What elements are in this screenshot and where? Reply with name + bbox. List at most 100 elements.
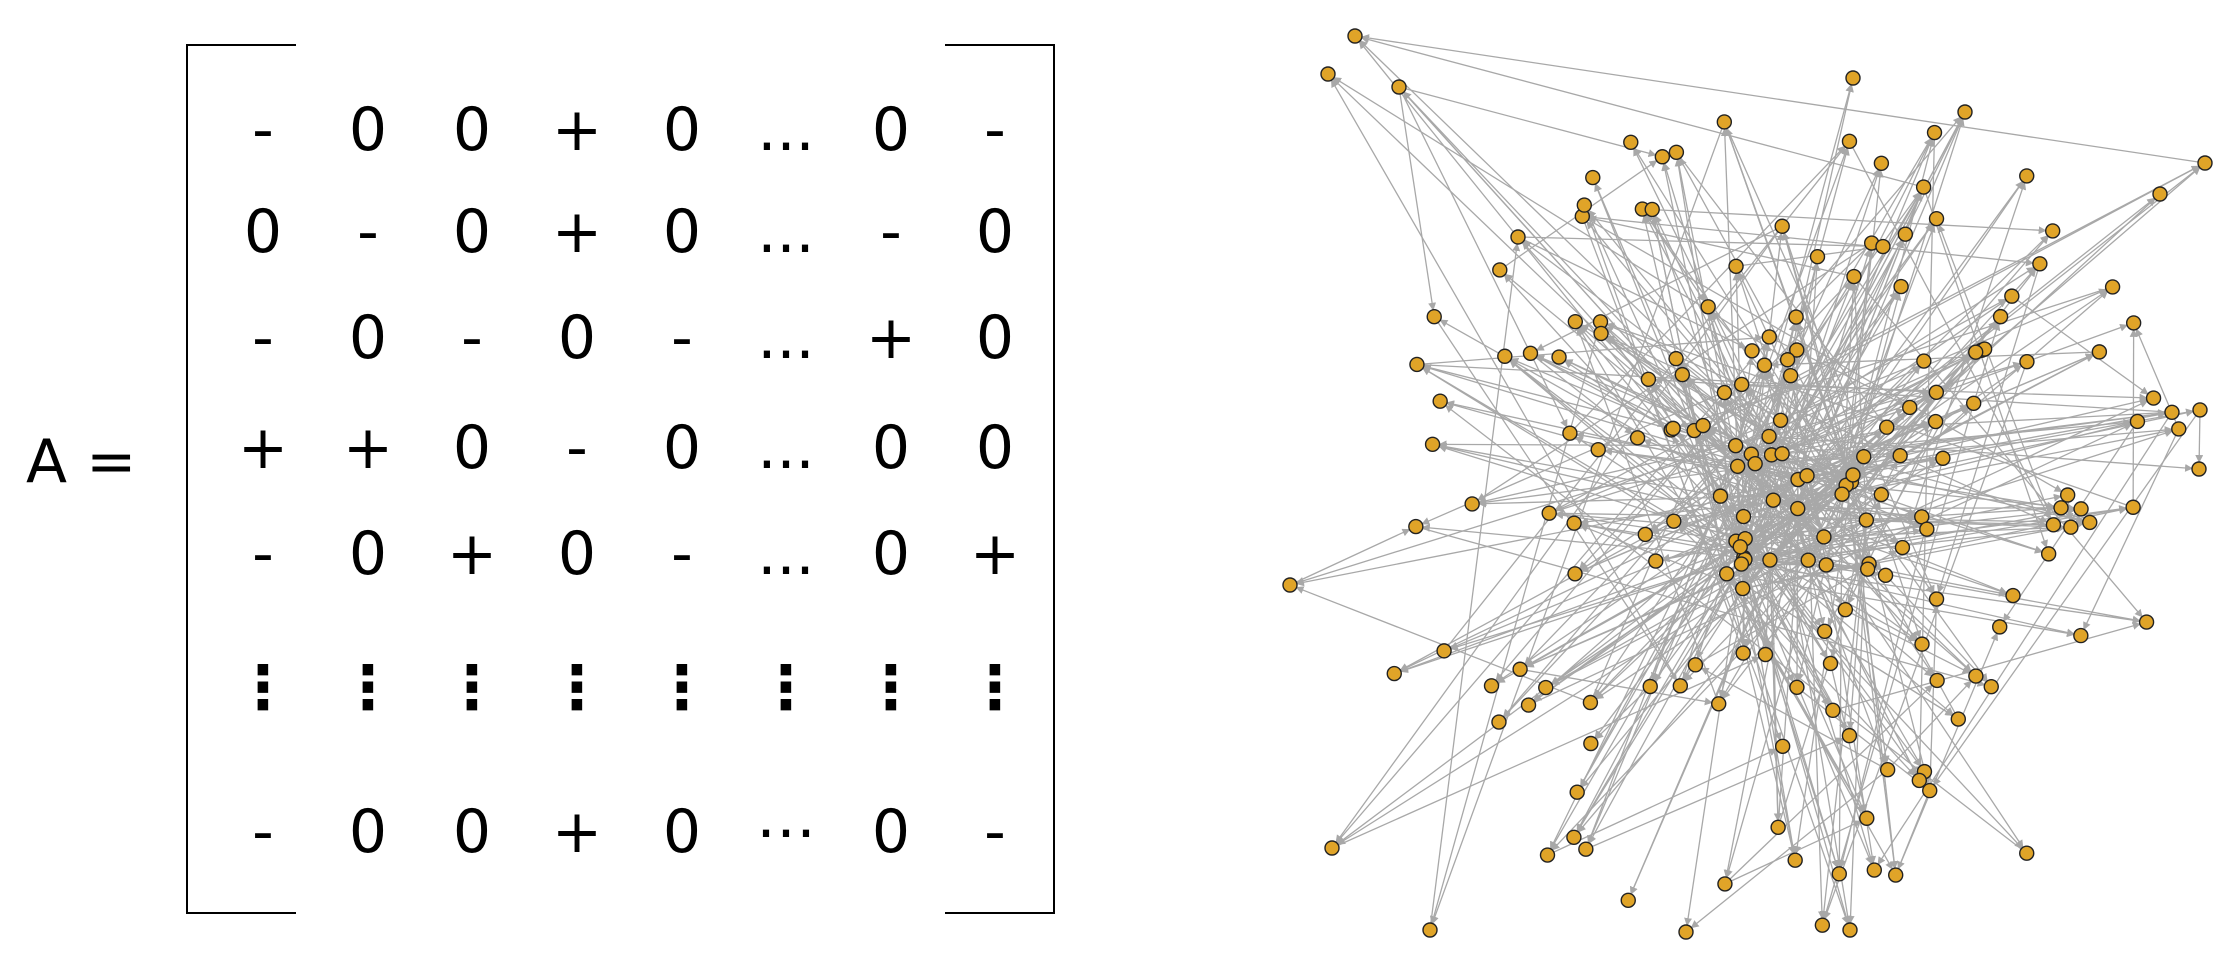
network-edge: [1652, 215, 1771, 561]
network-node: [2005, 587, 2021, 604]
network-edge: [1360, 35, 1924, 188]
network-edge: [1679, 157, 1854, 476]
network-node: [1926, 124, 1943, 141]
network-edge: [1422, 367, 1742, 565]
network-node: [2040, 546, 2057, 562]
network-node: [1837, 601, 1854, 618]
network-node: [1386, 665, 1402, 682]
network-node: [1695, 417, 1711, 434]
network-edge: [1574, 321, 1864, 814]
network-edge: [1360, 34, 2206, 164]
network-node: [1700, 299, 1716, 315]
network-edge: [1399, 556, 1744, 673]
matrix-cell: ⋮: [652, 653, 712, 723]
network-node: [1916, 353, 1932, 369]
network-edge: [1684, 563, 1743, 927]
network-node: [1950, 711, 1967, 727]
network-node: [1432, 393, 1448, 409]
network-edge: [1429, 321, 1602, 925]
network-node: [1772, 412, 1789, 429]
matrix-cell: ⋮: [547, 653, 607, 723]
network-node: [1583, 735, 1599, 752]
network-edge: [1743, 474, 1854, 518]
matrix-cell: 0: [871, 797, 911, 867]
matrix-cell: ⋮: [233, 653, 293, 723]
network-node: [2171, 421, 2187, 437]
matrix-cell: 0: [243, 197, 283, 267]
network-edge: [1533, 516, 1744, 702]
network-node: [2192, 402, 2208, 418]
network-edge: [1770, 137, 1932, 456]
network-node: [1569, 784, 1585, 800]
network-node: [1324, 840, 1340, 856]
network-node: [2059, 487, 2076, 503]
network-edge: [1797, 397, 2148, 481]
network-edge: [1807, 321, 1997, 561]
matrix-cell: +: [446, 519, 498, 589]
network-edge: [1850, 482, 1899, 870]
network-nodes: [1282, 28, 2213, 940]
network-edge: [1550, 484, 1847, 685]
matrix-cell: +: [969, 519, 1021, 589]
network-edge: [1359, 40, 1770, 437]
network-node: [1893, 278, 1909, 295]
network-edge: [1438, 442, 1721, 497]
network-edge: [1726, 573, 2075, 638]
network-edge: [1331, 116, 1962, 849]
matrix-cell: 0: [662, 797, 702, 867]
network-edge: [1742, 521, 2084, 590]
matrix-cell: +: [551, 797, 603, 867]
network-node: [1491, 714, 1507, 730]
matrix-cell: ...: [757, 303, 815, 373]
network-node: [1539, 847, 1556, 863]
network-node: [1799, 468, 1815, 484]
network-edge: [1735, 191, 1921, 447]
network-node: [1436, 643, 1452, 659]
network-edge: [1841, 420, 2132, 495]
matrix-cell: 0: [348, 797, 388, 867]
network-node: [1409, 356, 1425, 373]
network-node: [2044, 223, 2061, 239]
network-edge: [1797, 353, 2094, 481]
network-edge: [1653, 563, 1742, 682]
network-edge: [1588, 215, 1855, 278]
network-node: [1789, 679, 1805, 696]
network-node: [1809, 248, 1826, 265]
network-node: [1841, 727, 1858, 744]
network-edge: [1594, 546, 1741, 739]
network-edge: [1744, 508, 1799, 540]
matrix-cell: 0: [662, 413, 702, 483]
network-edge: [1569, 145, 1846, 434]
network-edge: [1586, 220, 1770, 437]
network-edge: [1605, 336, 1772, 456]
network-node: [1789, 342, 1805, 358]
network-edge: [1742, 138, 1933, 589]
network-edge: [1519, 668, 1713, 706]
network-node: [1897, 226, 1914, 242]
network-edge: [1438, 440, 1736, 449]
network-node: [1788, 309, 1804, 325]
network-node: [2091, 344, 2108, 360]
network-edge: [1295, 445, 1736, 585]
network-node: [1593, 325, 1609, 342]
network-edge: [1576, 516, 1745, 832]
network-node: [1648, 553, 1664, 569]
network-edge: [1587, 495, 1722, 844]
network-edge: [1702, 165, 2200, 427]
network-edge: [1937, 224, 2055, 526]
matrix-cell: 0: [452, 95, 492, 165]
network-node: [1928, 384, 1945, 401]
network-node: [1879, 762, 1896, 778]
network-edge: [1398, 86, 1437, 311]
matrix-cell: -: [252, 797, 274, 867]
network-node: [1716, 384, 1733, 401]
network-edge: [1535, 225, 1783, 351]
network-edge: [1358, 40, 1745, 517]
network-edge: [1654, 214, 1773, 456]
network-node: [1879, 419, 1895, 435]
network-node: [1965, 395, 1982, 411]
network-edge: [1806, 475, 1825, 538]
network-edge: [1576, 327, 1720, 704]
network-node: [1733, 376, 1750, 393]
